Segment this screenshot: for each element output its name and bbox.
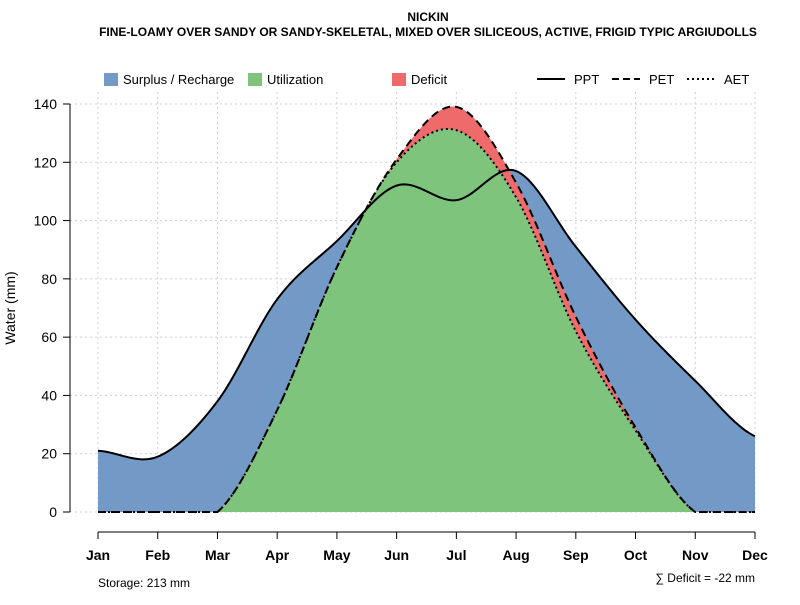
x-tick-label: Jun [384, 547, 409, 563]
x-tick-label: Jul [446, 547, 466, 563]
y-tick-label: 140 [34, 96, 58, 112]
y-tick-label: 60 [41, 329, 57, 345]
y-tick-label: 0 [49, 504, 57, 520]
series-line-pet [98, 105, 755, 513]
x-tick-label: Mar [205, 547, 230, 563]
legend-label-aet: AET [724, 72, 749, 87]
axes: 0 20 40 60 80 100 120 140 Jan Feb Mar Apr May Jun Jul A… [34, 96, 768, 563]
x-tick-label: Oct [624, 547, 648, 563]
storage-annotation: Storage: 213 mm [98, 576, 190, 590]
x-tick-label: Apr [265, 547, 290, 563]
x-tick-label: Dec [742, 547, 768, 563]
x-tick-label: Sep [563, 547, 589, 563]
y-tick-label: 80 [41, 271, 57, 287]
legend-swatch-deficit [392, 73, 406, 86]
area-fills [98, 106, 755, 512]
y-axis-title: Water (mm) [2, 271, 18, 344]
legend-label-ppt: PPT [574, 72, 599, 87]
legend-label-pet: PET [649, 72, 674, 87]
legend-swatch-utilization [248, 73, 262, 86]
x-tick-label: Aug [502, 547, 529, 563]
series-line-ppt [97, 168, 756, 461]
series-lines [97, 105, 756, 513]
y-tick-label: 40 [41, 387, 57, 403]
y-tick-label: 20 [41, 446, 57, 462]
legend-label-surplus: Surplus / Recharge [123, 72, 234, 87]
chart-title: NICKIN [407, 10, 448, 24]
deficit-annotation: ∑ Deficit = -22 mm [655, 571, 755, 585]
legend-swatch-surplus [104, 73, 118, 86]
legend-label-utilization: Utilization [267, 72, 323, 87]
x-tick-label: Jan [86, 547, 110, 563]
y-tick-label: 100 [34, 213, 58, 229]
x-tick-label: Nov [682, 547, 709, 563]
legend-label-deficit: Deficit [411, 72, 448, 87]
x-tick-label: May [323, 547, 350, 563]
area-utilization [98, 128, 755, 512]
y-tick-label: 120 [34, 154, 58, 170]
chart-subtitle: FINE-LOAMY OVER SANDY OR SANDY-SKELETAL,… [99, 25, 757, 39]
x-tick-label: Feb [145, 547, 170, 563]
legend: Surplus / Recharge Utilization Deficit P… [104, 72, 749, 87]
